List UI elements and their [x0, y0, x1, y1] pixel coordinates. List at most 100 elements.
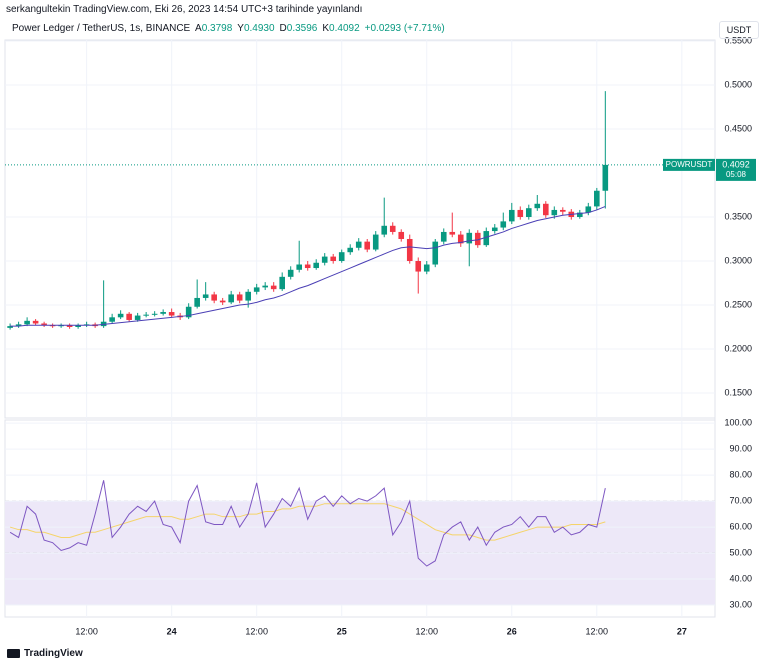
candle-body: [109, 317, 115, 322]
candle-body: [15, 324, 22, 327]
y-tick-label: 100.00: [724, 417, 752, 427]
candle-body: [483, 231, 490, 246]
candle-body: [551, 209, 558, 216]
candle-body: [559, 209, 566, 212]
candle-body: [219, 300, 226, 303]
x-tick-label: 12:00: [415, 626, 438, 636]
candle-body: [313, 262, 320, 269]
candle-body: [466, 232, 473, 244]
publish-note: serkangultekin TradingView.com, Eki 26, …: [6, 4, 363, 15]
high-value: 0.4930: [243, 23, 275, 34]
x-tick-label: 24: [167, 626, 177, 636]
candle-body: [534, 203, 541, 209]
y-tick-label: 0.3000: [724, 255, 752, 265]
logo: [7, 649, 20, 658]
candle-body: [330, 256, 337, 261]
candle-body: [253, 287, 260, 292]
x-tick-label: 27: [677, 626, 687, 636]
moving-average: [10, 205, 606, 327]
y-tick-label: 0.2500: [724, 299, 752, 309]
currency-button[interactable]: USDT: [719, 21, 759, 39]
candle-body: [577, 212, 583, 217]
candle-body: [406, 238, 413, 261]
pane-frame: [4, 39, 716, 419]
candle-body: [211, 294, 217, 301]
candle-body: [415, 260, 422, 272]
candle-body: [287, 269, 294, 277]
candle-body: [143, 314, 149, 316]
high-label: Y: [237, 23, 244, 34]
candle-body: [525, 208, 532, 217]
candle-body: [347, 247, 354, 253]
candle-body: [508, 209, 515, 222]
low-value: 0.3596: [286, 23, 318, 34]
candle-body: [321, 256, 328, 263]
y-tick-label: 0.5500: [724, 35, 752, 45]
symbol-legend: Power Ledger / TetherUS, 1s, BINANCE A0.…: [12, 23, 450, 34]
candle-body: [355, 241, 362, 248]
candle-body: [432, 241, 439, 265]
price-tag: [716, 158, 756, 181]
y-tick-label: 0.1500: [724, 387, 752, 397]
candle-body: [185, 306, 192, 318]
candle-body: [594, 190, 600, 207]
low-label: D: [279, 23, 287, 34]
close-label: K: [322, 23, 330, 34]
candle-body: [236, 294, 243, 301]
y-tick-label: 70.00: [729, 495, 752, 505]
candle-body: [372, 234, 379, 250]
price-tag-countdown: 05:08: [726, 170, 747, 179]
x-tick-label: 12:00: [586, 626, 609, 636]
symbol: Power Ledger / TetherUS, 1s, BINANCE: [12, 23, 191, 34]
y-tick-label: 90.00: [729, 443, 752, 453]
candle-body: [389, 225, 396, 232]
symbol-tag-label: POWRUSDT: [666, 160, 713, 169]
candle-body: [338, 252, 345, 261]
candle-body: [7, 326, 13, 328]
candle-body: [66, 325, 73, 327]
close-value: 0.4092: [329, 23, 360, 34]
candle-body: [126, 313, 132, 320]
series-line: [9, 503, 606, 541]
candle-body: [160, 312, 166, 314]
y-tick-label: 60.00: [729, 521, 752, 531]
candle-body: [151, 313, 158, 315]
candle-body: [585, 206, 592, 213]
candle-body: [440, 231, 447, 242]
y-tick-label: 40.00: [729, 573, 752, 583]
y-tick-label: 0.2000: [724, 343, 752, 353]
candle-body: [270, 285, 277, 290]
candle-body: [228, 294, 234, 303]
candle-body: [449, 231, 456, 235]
candle-body: [279, 276, 285, 290]
y-tick-label: 0.3500: [724, 211, 752, 221]
candle-body: [117, 313, 124, 318]
candle-body: [32, 320, 39, 324]
candle-body: [491, 227, 498, 232]
candle-body: [194, 297, 200, 307]
candle-body: [457, 234, 464, 244]
candle-body: [423, 264, 430, 272]
candle-body: [41, 323, 47, 326]
candle-body: [296, 264, 303, 270]
candle-body: [304, 264, 311, 269]
y-tick-label: 50.00: [729, 547, 752, 557]
y-tick-label: 80.00: [729, 469, 752, 479]
candle-body: [542, 203, 549, 216]
x-tick-label: 25: [337, 626, 347, 636]
candle-body: [262, 285, 268, 288]
candle-body: [75, 325, 81, 327]
candle-body: [500, 221, 507, 228]
brand: TradingView: [24, 648, 83, 659]
series-line: [9, 480, 606, 567]
candle-body: [602, 164, 609, 191]
candle-body: [398, 231, 405, 239]
candle-body: [202, 294, 209, 298]
candle-body: [24, 320, 30, 325]
candle-body: [474, 232, 481, 246]
candle-body: [381, 225, 388, 235]
x-tick-label: 26: [507, 626, 517, 636]
change: +0.0293 (+7.71%): [364, 23, 445, 34]
y-tick-label: 0.4500: [724, 123, 752, 133]
